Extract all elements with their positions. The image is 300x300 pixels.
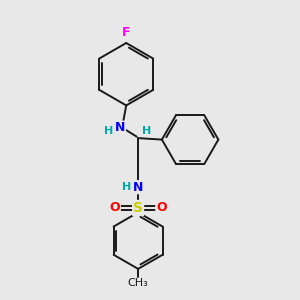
Text: H: H (142, 126, 151, 136)
Text: N: N (115, 121, 125, 134)
Text: CH₃: CH₃ (128, 278, 148, 288)
Text: S: S (133, 201, 143, 215)
Text: O: O (156, 202, 166, 214)
Text: H: H (122, 182, 131, 192)
Text: O: O (110, 202, 120, 214)
Text: H: H (104, 126, 113, 136)
Text: N: N (133, 181, 143, 194)
Text: F: F (122, 26, 130, 39)
